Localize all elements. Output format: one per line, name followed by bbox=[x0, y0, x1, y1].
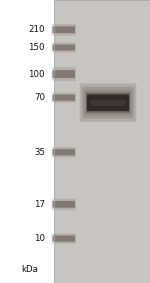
FancyBboxPatch shape bbox=[52, 42, 76, 53]
FancyBboxPatch shape bbox=[80, 83, 136, 122]
Text: kDa: kDa bbox=[21, 265, 38, 274]
Text: 35: 35 bbox=[34, 148, 45, 157]
FancyBboxPatch shape bbox=[87, 95, 129, 111]
FancyBboxPatch shape bbox=[82, 87, 134, 119]
FancyBboxPatch shape bbox=[52, 67, 76, 81]
FancyBboxPatch shape bbox=[52, 233, 76, 244]
Text: 10: 10 bbox=[34, 234, 45, 243]
FancyBboxPatch shape bbox=[52, 147, 76, 157]
FancyBboxPatch shape bbox=[52, 26, 75, 33]
FancyBboxPatch shape bbox=[86, 93, 130, 113]
Text: 17: 17 bbox=[34, 200, 45, 209]
Bar bbox=[54, 0, 150, 283]
FancyBboxPatch shape bbox=[52, 95, 75, 101]
FancyBboxPatch shape bbox=[52, 93, 76, 103]
FancyBboxPatch shape bbox=[52, 199, 76, 210]
Text: 70: 70 bbox=[34, 93, 45, 102]
Text: 150: 150 bbox=[28, 43, 45, 52]
Text: 210: 210 bbox=[28, 25, 45, 34]
FancyBboxPatch shape bbox=[52, 44, 75, 50]
Text: 100: 100 bbox=[28, 70, 45, 79]
FancyBboxPatch shape bbox=[52, 201, 75, 208]
FancyBboxPatch shape bbox=[52, 149, 75, 155]
Bar bbox=[54, 0, 150, 283]
FancyBboxPatch shape bbox=[90, 100, 126, 106]
FancyBboxPatch shape bbox=[84, 90, 132, 115]
FancyBboxPatch shape bbox=[52, 235, 75, 242]
FancyBboxPatch shape bbox=[52, 70, 75, 78]
FancyBboxPatch shape bbox=[52, 24, 76, 35]
